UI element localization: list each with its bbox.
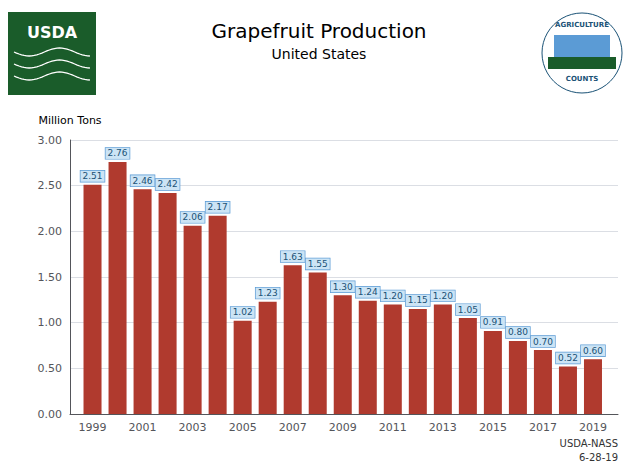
svg-text:2015: 2015 xyxy=(479,421,507,434)
svg-text:1.30: 1.30 xyxy=(333,282,353,292)
svg-text:2001: 2001 xyxy=(129,421,157,434)
svg-text:USDA: USDA xyxy=(27,23,78,42)
svg-text:1999: 1999 xyxy=(79,421,107,434)
svg-text:2.00: 2.00 xyxy=(38,225,63,238)
svg-text:0.50: 0.50 xyxy=(38,362,63,375)
svg-text:2.50: 2.50 xyxy=(38,179,63,192)
svg-text:2.76: 2.76 xyxy=(108,148,128,158)
svg-text:Million Tons: Million Tons xyxy=(38,114,101,127)
svg-text:2.51: 2.51 xyxy=(82,171,102,181)
svg-text:2.17: 2.17 xyxy=(208,202,228,212)
svg-text:1.55: 1.55 xyxy=(308,259,328,269)
svg-text:0.60: 0.60 xyxy=(583,346,603,356)
svg-text:COUNTS: COUNTS xyxy=(566,75,598,83)
svg-text:AGRICULTURE: AGRICULTURE xyxy=(555,21,609,29)
svg-text:1.63: 1.63 xyxy=(283,252,303,262)
svg-text:2.46: 2.46 xyxy=(133,176,153,186)
svg-text:USDA-NASS: USDA-NASS xyxy=(560,438,618,449)
svg-text:0.00: 0.00 xyxy=(38,408,63,421)
svg-text:2017: 2017 xyxy=(529,421,557,434)
svg-text:2013: 2013 xyxy=(429,421,457,434)
svg-text:Grapefruit Production: Grapefruit Production xyxy=(211,19,426,43)
svg-text:0.52: 0.52 xyxy=(558,353,578,363)
svg-text:2019: 2019 xyxy=(579,421,607,434)
svg-text:0.70: 0.70 xyxy=(533,337,553,347)
svg-text:2.06: 2.06 xyxy=(183,212,203,222)
svg-text:2007: 2007 xyxy=(279,421,307,434)
svg-text:1.02: 1.02 xyxy=(233,307,253,317)
svg-text:1.15: 1.15 xyxy=(408,295,428,305)
svg-text:1.50: 1.50 xyxy=(38,271,63,284)
svg-text:3.00: 3.00 xyxy=(38,134,63,147)
svg-text:0.91: 0.91 xyxy=(483,317,503,327)
svg-text:2.42: 2.42 xyxy=(158,179,178,189)
svg-text:1.23: 1.23 xyxy=(258,288,278,298)
svg-text:2003: 2003 xyxy=(179,421,207,434)
svg-text:1.20: 1.20 xyxy=(383,291,403,301)
svg-text:0.80: 0.80 xyxy=(508,327,528,337)
svg-text:United States: United States xyxy=(272,46,367,62)
svg-text:1.05: 1.05 xyxy=(458,305,478,315)
svg-text:2009: 2009 xyxy=(329,421,357,434)
svg-text:6-28-19: 6-28-19 xyxy=(579,452,618,463)
svg-text:1.24: 1.24 xyxy=(358,287,378,297)
svg-text:2005: 2005 xyxy=(229,421,257,434)
svg-text:2011: 2011 xyxy=(379,421,407,434)
svg-text:1.20: 1.20 xyxy=(433,291,453,301)
svg-text:1.00: 1.00 xyxy=(38,316,63,329)
